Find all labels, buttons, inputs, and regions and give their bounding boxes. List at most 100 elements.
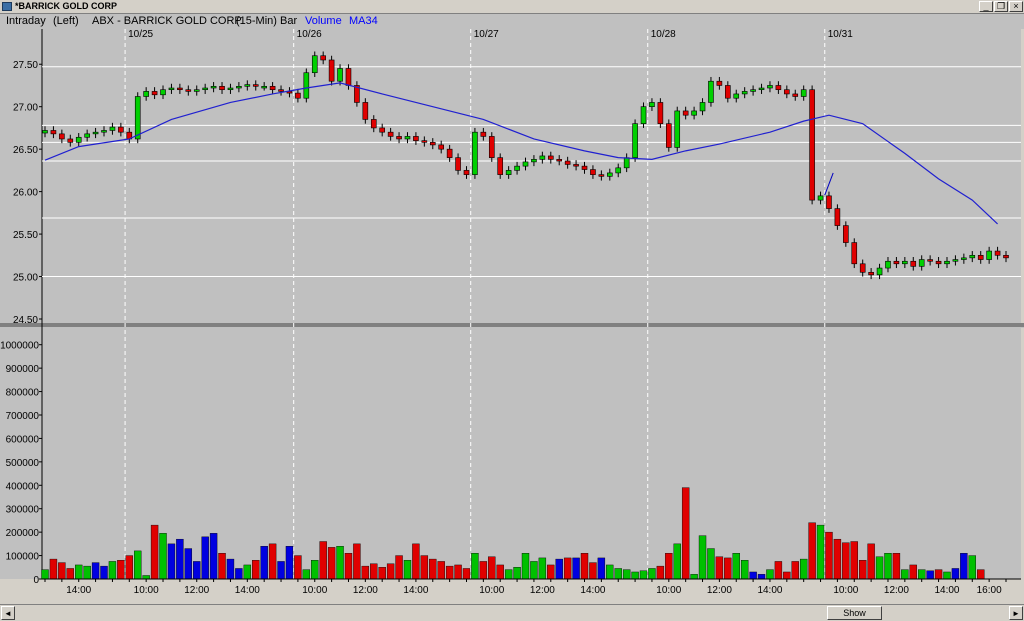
candle-body bbox=[691, 110, 697, 116]
volume-bar bbox=[614, 568, 622, 580]
date-label: 10/27 bbox=[474, 29, 499, 40]
candle-body bbox=[404, 136, 411, 140]
volume-bar bbox=[41, 569, 49, 580]
volume-bar bbox=[589, 562, 597, 580]
candle-body bbox=[893, 260, 900, 265]
volume-bar bbox=[49, 558, 58, 580]
candle-body bbox=[438, 144, 445, 150]
window-titlebar: *BARRICK GOLD CORP _ ❐ × bbox=[0, 0, 1024, 14]
candle-body bbox=[143, 91, 149, 97]
candle-body bbox=[784, 89, 790, 95]
candle-body bbox=[328, 59, 335, 82]
volume-bar bbox=[622, 569, 631, 580]
volume-bar bbox=[201, 536, 209, 580]
volume-bar bbox=[429, 558, 437, 580]
candle-body bbox=[488, 136, 495, 158]
candle-body bbox=[50, 130, 57, 135]
volume-bar bbox=[386, 563, 395, 580]
date-label: 10/25 bbox=[128, 29, 153, 40]
horizontal-scrollbar[interactable]: ◄ Show ► bbox=[0, 604, 1024, 621]
scroll-right-arrow-icon[interactable]: ► bbox=[1009, 606, 1023, 620]
time-label: 10:00 bbox=[302, 585, 327, 596]
candle-body bbox=[413, 136, 419, 141]
candle-body bbox=[952, 259, 959, 262]
candle-body bbox=[219, 86, 225, 91]
volume-bar bbox=[344, 553, 353, 580]
volume-bar bbox=[715, 556, 724, 580]
candle-body bbox=[421, 140, 428, 143]
scroll-left-arrow-icon[interactable]: ◄ bbox=[1, 606, 15, 620]
candle-body bbox=[581, 165, 588, 170]
volume-bar bbox=[530, 561, 538, 580]
restore-button[interactable]: ❐ bbox=[994, 1, 1008, 12]
volume-bar bbox=[420, 555, 429, 580]
candle-body bbox=[699, 102, 706, 112]
volume-bar bbox=[184, 548, 193, 580]
candle-body bbox=[741, 91, 748, 95]
candle-body bbox=[994, 250, 1001, 256]
candle-body bbox=[666, 123, 672, 148]
volume-bar bbox=[648, 568, 656, 580]
candle-body bbox=[564, 160, 571, 165]
volume-bar bbox=[555, 558, 563, 580]
volume-bar bbox=[783, 571, 791, 580]
candle-body bbox=[261, 86, 267, 89]
volume-bar bbox=[479, 561, 488, 580]
volume-bar bbox=[302, 569, 311, 580]
candle-body bbox=[92, 131, 99, 135]
volume-bar bbox=[884, 553, 892, 580]
volume-bar bbox=[193, 561, 201, 580]
volume-bar bbox=[960, 553, 968, 580]
candle-body bbox=[961, 257, 967, 260]
volume-bar bbox=[260, 546, 268, 580]
price-tick-label: 24.50 bbox=[13, 315, 38, 326]
volume-bar bbox=[454, 564, 462, 580]
volume-bar bbox=[673, 543, 681, 580]
volume-bar bbox=[294, 555, 302, 580]
symbol-label: ABX - BARRICK GOLD CORP bbox=[92, 15, 242, 27]
volume-tick-label: 0 bbox=[33, 575, 39, 586]
volume-bar bbox=[867, 543, 875, 580]
volume-bar bbox=[791, 561, 799, 580]
candle-body bbox=[767, 85, 773, 89]
candle-body bbox=[606, 172, 613, 177]
volume-bar bbox=[892, 553, 901, 580]
time-label: 10:00 bbox=[833, 585, 858, 596]
candle-body bbox=[750, 89, 756, 92]
candle-body bbox=[514, 165, 520, 171]
volume-bar bbox=[698, 535, 707, 580]
candle-body bbox=[522, 161, 529, 167]
stock-chart[interactable]: 27.50 27.00 26.50 26.00 25.50 25.00 24.50 10/25… bbox=[0, 29, 1024, 604]
volume-bar bbox=[176, 538, 184, 580]
time-label: 12:00 bbox=[353, 585, 378, 596]
candle-body bbox=[84, 133, 90, 138]
volume-bar bbox=[724, 557, 732, 580]
volume-bar bbox=[858, 560, 867, 580]
candle-body bbox=[800, 89, 807, 97]
volume-bar bbox=[513, 567, 521, 580]
volume-bar bbox=[977, 569, 985, 580]
minimize-button[interactable]: _ bbox=[979, 1, 993, 12]
candle-body bbox=[598, 174, 605, 177]
close-button[interactable]: × bbox=[1009, 1, 1023, 12]
scroll-thumb[interactable]: Show bbox=[827, 606, 882, 620]
volume-bar bbox=[252, 560, 260, 580]
time-label: 12:00 bbox=[184, 585, 209, 596]
candle-body bbox=[497, 157, 504, 175]
volume-bar bbox=[327, 547, 336, 580]
volume-bar bbox=[875, 556, 884, 580]
price-tick-label: 26.00 bbox=[13, 188, 38, 199]
volume-bar bbox=[656, 565, 665, 580]
candle-body bbox=[202, 87, 208, 91]
candle-body bbox=[177, 87, 183, 91]
volume-label: Volume bbox=[305, 15, 342, 27]
volume-bar bbox=[901, 569, 909, 580]
candle-body bbox=[109, 126, 116, 131]
price-panel-bg bbox=[42, 29, 1021, 323]
candle-body bbox=[758, 87, 765, 91]
candle-body bbox=[101, 130, 107, 133]
volume-bar bbox=[521, 553, 530, 580]
volume-bar bbox=[538, 557, 547, 580]
candle-body bbox=[969, 255, 976, 259]
candle-body bbox=[674, 110, 681, 148]
